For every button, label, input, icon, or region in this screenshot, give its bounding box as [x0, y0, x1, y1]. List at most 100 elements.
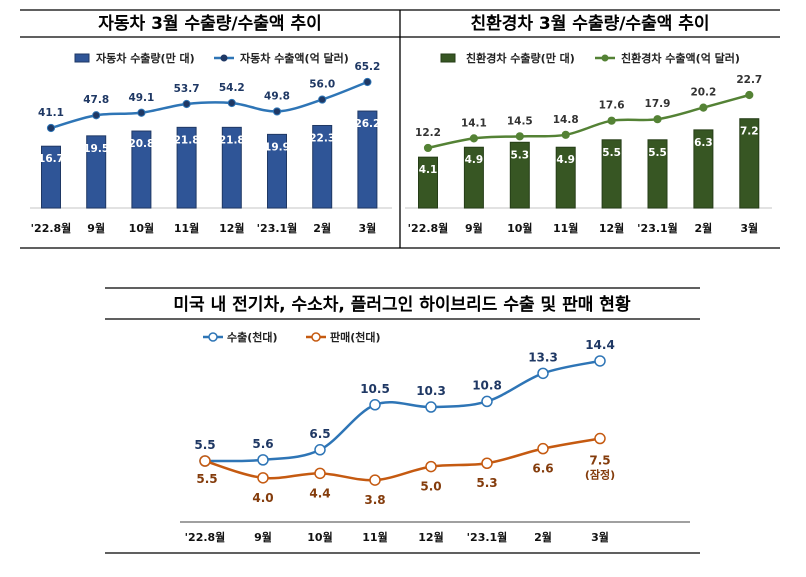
chart3-point-label: 10.5 — [360, 382, 390, 396]
chart1-x-tick: 12월 — [219, 221, 244, 235]
chart2-x-tick: 10월 — [507, 221, 532, 235]
chart1-bar-label: 21.8 — [174, 134, 200, 146]
chart2-line-point — [469, 134, 478, 143]
chart2-line-point — [745, 90, 754, 100]
chart3-line-point — [425, 460, 437, 473]
chart3-legend: 수출(천대) 판매(천대) — [203, 330, 381, 344]
chart1-line-label: 49.1 — [128, 92, 154, 104]
chart3-point-label: 4.4 — [309, 486, 330, 500]
chart2-bar-label: 6.3 — [694, 137, 713, 149]
chart1-line-label: 53.7 — [174, 83, 200, 95]
chart1-bar-label: 16.7 — [38, 153, 64, 165]
chart3-line-point — [425, 401, 437, 413]
chart1-x-tick: 3월 — [359, 221, 377, 235]
chart2-line-label: 14.1 — [461, 117, 487, 129]
chart1-bar — [41, 145, 61, 209]
chart2-line-point — [607, 116, 616, 125]
chart1-bar — [86, 135, 107, 209]
chart1-line-label: 56.0 — [309, 79, 335, 91]
chart3-title: 미국 내 전기차, 수소차, 플러그인 하이브리드 수출 및 판매 현황 — [173, 295, 631, 315]
chart1-line-point — [363, 77, 372, 87]
chart1-x-tick: 2월 — [313, 221, 331, 235]
chart1-line-point — [92, 111, 101, 120]
chart2-x-tick: 11월 — [553, 221, 578, 235]
chart3-line-point — [369, 399, 381, 411]
chart3-point-label: 10.3 — [416, 384, 446, 398]
chart3-point-label: 10.8 — [472, 378, 502, 392]
chart2-bar — [418, 156, 438, 209]
chart1-title: 자동차 3월 수출량/수출액 추이 — [98, 14, 321, 34]
legend-label: 자동차 수출량(만 대) — [96, 51, 195, 65]
chart2-line-label: 14.8 — [553, 114, 579, 126]
chart3-line-point — [537, 442, 549, 455]
chart2-bar — [555, 146, 576, 209]
chart3-x-tick: 3월 — [591, 530, 609, 544]
chart-marks: 16.7 '22.8월 19.5 9월 20.8 10월 21.8 11월 21.8 12월 19.… — [31, 61, 763, 544]
chart1-bar — [267, 133, 287, 209]
chart2-line-point — [561, 130, 570, 139]
chart3-line-point — [257, 454, 269, 466]
chart2-x-tick: '23.1월 — [637, 221, 678, 235]
legend-label: 친환경차 수출액(억 달러) — [621, 51, 740, 65]
chart1-bar — [312, 124, 333, 209]
legend-marker — [220, 54, 228, 62]
chart3-point-label: 3.8 — [364, 493, 385, 507]
chart2-bar-label: 7.2 — [740, 126, 759, 138]
chart3-line-point — [594, 432, 606, 445]
chart3-line-point — [537, 367, 549, 380]
chart2-x-tick: '22.8월 — [408, 221, 449, 235]
chart2-line-label: 20.2 — [690, 87, 716, 99]
legend-label: 수출(천대) — [227, 330, 278, 344]
chart1-x-tick: 9월 — [87, 221, 105, 235]
chart1-line-label: 54.2 — [219, 82, 245, 94]
chart1-line-point — [272, 107, 282, 116]
legend-bar-swatch — [74, 53, 90, 63]
chart2-line-label: 12.2 — [415, 127, 441, 139]
chart3-line-point — [369, 474, 381, 486]
chart2-title: 친환경차 3월 수출량/수출액 추이 — [470, 14, 709, 34]
chart1-x-tick: '23.1월 — [257, 221, 298, 235]
chart1-x-tick: '22.8월 — [31, 221, 72, 235]
chart2-x-tick: 12월 — [599, 221, 624, 235]
legend-marker — [601, 54, 609, 62]
chart2-bar-label: 4.9 — [556, 154, 575, 166]
chart1-bar — [357, 110, 378, 209]
chart2-line-point — [699, 103, 708, 112]
chart3-point-label: 4.0 — [252, 491, 273, 505]
legend-marker — [311, 332, 321, 342]
chart2-legend: 친환경차 수출량(만 대) 친환경차 수출액(억 달러) — [440, 51, 740, 65]
legend-bar-swatch — [440, 53, 456, 63]
chart2-bar-label: 4.1 — [419, 164, 438, 176]
chart1-bar-label: 19.5 — [83, 143, 109, 155]
chart3-point-label: 6.6 — [532, 462, 553, 476]
chart1-line-label: 47.8 — [83, 94, 109, 106]
chart1-bar-label: 22.3 — [309, 132, 335, 144]
chart1-line-point — [318, 95, 327, 104]
chart3-line-point — [314, 444, 326, 456]
chart1-legend: 자동차 수출량(만 대) 자동차 수출액(억 달러) — [74, 51, 349, 65]
legend-label: 친환경차 수출량(만 대) — [466, 51, 575, 65]
chart3-point-label: 5.0 — [420, 480, 441, 494]
chart2-bar-label: 5.3 — [510, 149, 529, 161]
legend-label: 판매(천대) — [330, 330, 381, 344]
chart2-bar — [509, 141, 530, 209]
chart1-bar — [221, 126, 242, 209]
chart1-line-label: 65.2 — [354, 61, 380, 73]
chart2-bar — [647, 139, 668, 209]
chart2-x-tick: 9월 — [465, 221, 483, 235]
legend-marker — [208, 332, 218, 342]
chart3-point-label: 5.5 — [194, 438, 215, 452]
chart3-line-point — [481, 395, 493, 408]
chart2-line-label: 22.7 — [736, 74, 762, 86]
chart2-line-label: 14.5 — [507, 115, 533, 127]
chart3-line-point — [257, 472, 269, 484]
chart1-bar — [131, 130, 152, 209]
chart2-line-label: 17.6 — [599, 100, 625, 112]
chart3-x-tick: 9월 — [254, 530, 272, 544]
chart3-x-tick: 2월 — [534, 530, 552, 544]
chart3-x-tick: 12월 — [418, 530, 443, 544]
chart3-x-tick: '23.1월 — [467, 530, 508, 544]
legend-label: 자동차 수출액(억 달러) — [240, 51, 349, 65]
chart1-line-point — [46, 123, 56, 133]
